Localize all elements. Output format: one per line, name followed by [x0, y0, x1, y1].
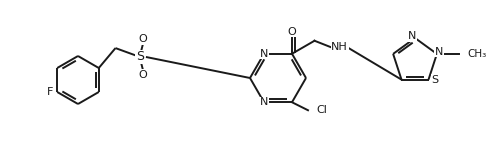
Text: S: S [432, 75, 439, 85]
Text: O: O [138, 70, 147, 80]
Text: O: O [138, 34, 147, 44]
Text: F: F [47, 87, 53, 97]
Text: N: N [260, 97, 268, 107]
Text: N: N [408, 31, 416, 41]
Text: NH: NH [331, 42, 348, 52]
Text: N: N [435, 47, 443, 57]
Text: N: N [260, 49, 268, 59]
Text: S: S [136, 51, 144, 64]
Text: CH₃: CH₃ [468, 49, 487, 59]
Text: O: O [288, 27, 296, 37]
Text: Cl: Cl [316, 105, 327, 115]
